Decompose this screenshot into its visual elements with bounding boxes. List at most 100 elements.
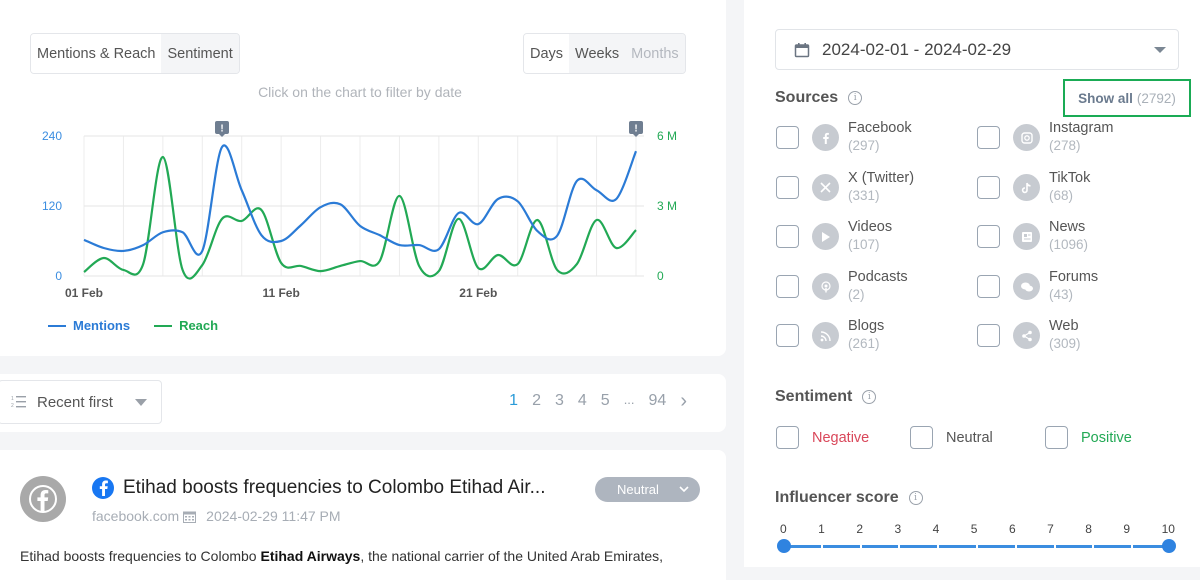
sentiment-positive[interactable]: Positive [1045,426,1132,449]
post-source-link[interactable]: facebook.com [92,508,180,524]
facebook-logo-icon [29,485,57,513]
negative-checkbox[interactable] [776,426,799,449]
tick-label: 1 [818,522,825,536]
page-2[interactable]: 2 [532,392,541,409]
page-ellipsis: ... [623,392,635,407]
source-forums[interactable]: Forums (43) [977,269,1098,303]
influencer-heading: Influencer score i [775,489,923,507]
web-checkbox[interactable] [977,324,1000,347]
page-94[interactable]: 94 [648,392,667,409]
chart-legend: Mentions Reach [48,318,218,333]
source-count: (278) [1049,138,1081,153]
source-name: News [1049,219,1086,235]
post-title[interactable]: Etihad boosts frequencies to Colombo Eti… [92,477,545,499]
source-videos[interactable]: Videos (107) [776,219,892,253]
forums-checkbox[interactable] [977,275,1000,298]
positive-label: Positive [1081,429,1132,446]
influencer-min-handle[interactable] [777,539,791,553]
videos-checkbox[interactable] [776,225,799,248]
page-5[interactable]: 5 [600,392,610,409]
date-range-picker[interactable]: 2024-02-01 - 2024-02-29 [775,29,1179,70]
source-name: Videos [848,219,893,235]
source-name: Web [1049,318,1079,334]
svg-text:11 Feb: 11 Feb [262,286,299,300]
influencer-title: Influencer score [775,489,899,506]
period-tabs: Days Weeks Months [523,33,686,74]
tick-label: 0 [780,522,787,536]
source-podcasts[interactable]: Podcasts (2) [776,269,908,303]
source-name: TikTok [1049,170,1091,186]
info-icon[interactable]: i [908,491,923,505]
facebook-checkbox[interactable] [776,126,799,149]
pagination: 1 2 3 4 5 ... 94 › [502,390,694,412]
post-excerpt-text-end: , the national carrier of the United Ara… [360,548,664,564]
post-excerpt-highlight: Etihad Airways [260,548,361,564]
metric-tabs: Mentions & Reach Sentiment [30,33,240,74]
sentiment-dropdown[interactable]: Neutral [595,477,700,502]
source-x-twitter[interactable]: X (Twitter) (331) [776,170,914,204]
page-3[interactable]: 3 [554,392,564,409]
post-datetime: 2024-02-29 11:47 PM [206,508,341,524]
calendar-icon [183,511,197,523]
mentions-line-icon [48,324,66,327]
svg-text:0: 0 [55,269,62,283]
influencer-max-handle[interactable] [1162,539,1176,553]
source-name: Blogs [848,318,885,334]
tiktok-icon [1013,174,1040,201]
influencer-scale: 0 1 2 3 4 5 6 7 8 9 10 [780,522,1175,536]
share-icon [1013,322,1040,349]
reach-line-icon [154,324,173,327]
blogs-checkbox[interactable] [776,324,799,347]
sort-dropdown[interactable]: 1 2 Recent first [0,380,162,424]
source-name: Instagram [1049,120,1114,136]
legend-reach-label: Reach [179,318,219,333]
sentiment-neutral[interactable]: Neutral [910,426,993,449]
tab-months[interactable]: Months [625,34,685,73]
source-blogs[interactable]: Blogs (261) [776,318,884,352]
podcast-icon [812,273,839,300]
svg-text:120: 120 [42,199,62,213]
instagram-checkbox[interactable] [977,126,1000,149]
svg-text:6 M: 6 M [657,129,677,143]
rss-icon [812,322,839,349]
show-all-sources-button[interactable]: Show all (2792) [1063,79,1191,117]
legend-reach[interactable]: Reach [154,318,218,333]
tiktok-checkbox[interactable] [977,176,1000,199]
tick-label: 6 [1008,522,1016,536]
legend-mentions[interactable]: Mentions [48,318,130,333]
info-icon[interactable]: i [862,390,877,404]
page-1[interactable]: 1 [509,392,519,409]
sort-label: Recent first [37,393,113,411]
source-tiktok[interactable]: TikTok (68) [977,170,1090,204]
mentions-reach-chart[interactable]: 0 120 240 0 3 M 6 M 01 Feb 11 Feb 21 Feb!! [0,110,726,310]
forum-chat-icon [1013,273,1040,300]
filters-sidebar: 2024-02-01 - 2024-02-29 Sources i Show a… [744,0,1200,567]
source-count: (261) [848,336,880,351]
slider-ticks [784,545,1170,548]
calendar-icon [794,42,810,57]
neutral-checkbox[interactable] [910,426,933,449]
post-excerpt: Etihad boosts frequencies to Colombo Eti… [20,548,663,564]
source-facebook[interactable]: Facebook (297) [776,120,912,154]
positive-checkbox[interactable] [1045,426,1068,449]
source-count: (43) [1049,287,1074,302]
mention-post-card: Etihad boosts frequencies to Colombo Eti… [0,450,726,580]
post-title-text[interactable]: Etihad boosts frequencies to Colombo Eti… [123,477,546,498]
source-news[interactable]: News (1096) [977,219,1088,253]
svg-text:1: 1 [11,396,14,402]
podcasts-checkbox[interactable] [776,275,799,298]
tab-mentions-reach[interactable]: Mentions & Reach [31,34,162,73]
facebook-icon [92,477,114,499]
x-twitter-checkbox[interactable] [776,176,799,199]
tab-weeks[interactable]: Weeks [569,34,626,73]
source-count: (2) [848,287,865,302]
info-icon[interactable]: i [848,91,863,105]
news-checkbox[interactable] [977,225,1000,248]
next-page-chevron-icon[interactable]: › [680,390,687,412]
tab-days[interactable]: Days [524,34,570,73]
tab-sentiment[interactable]: Sentiment [161,34,239,73]
source-instagram[interactable]: Instagram (278) [977,120,1113,154]
page-4[interactable]: 4 [577,392,587,409]
sentiment-negative[interactable]: Negative [776,426,869,449]
source-web[interactable]: Web (309) [977,318,1081,352]
